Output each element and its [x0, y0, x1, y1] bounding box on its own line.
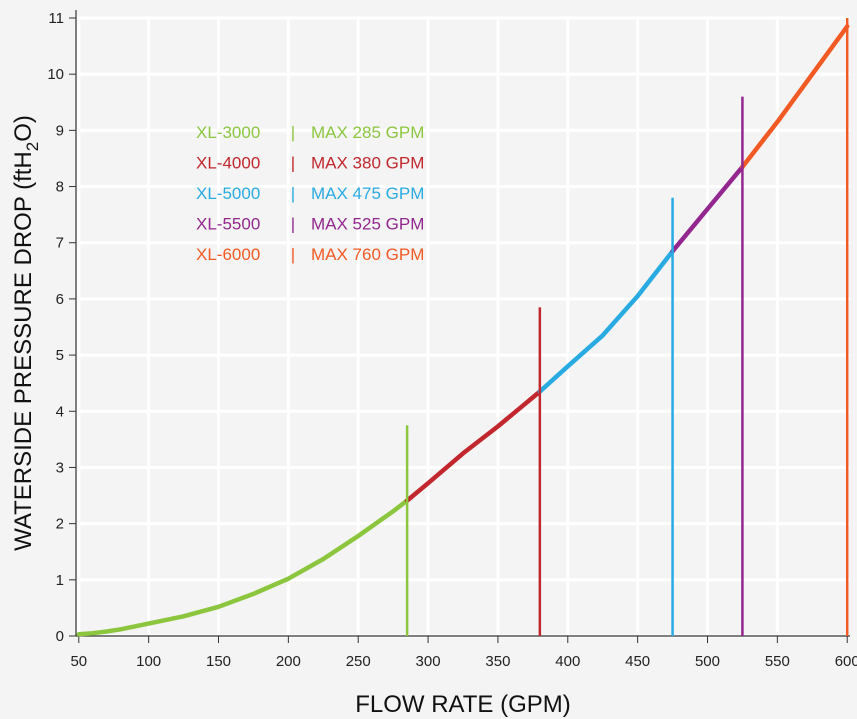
curve-segment-xl-3000	[76, 498, 410, 637]
y-tick-label: 3	[56, 459, 64, 476]
y-axis-title-end: O)	[10, 115, 37, 142]
x-tick-label: 250	[346, 653, 371, 670]
y-tick-label: 0	[56, 628, 64, 645]
y-axis-title: WATERSIDE PRESSURE DROP (ftH2O)	[10, 115, 42, 551]
curve-segment-xl-4000	[404, 389, 543, 503]
y-axis-title-main: WATERSIDE PRESSURE DROP (ftH	[10, 151, 37, 551]
legend-item-separator: |	[291, 184, 295, 203]
legend-item-name: XL-4000	[196, 154, 260, 173]
legend-item-label: MAX 380 GPM	[311, 154, 424, 173]
axis-layer	[69, 10, 850, 643]
x-tick-label: 100	[136, 653, 161, 670]
legend-item-name: XL-6000	[196, 245, 260, 264]
x-tick-label: 150	[206, 653, 231, 670]
x-tick-label: 400	[555, 653, 580, 670]
tick-labels: 0 1 2 3 4 5 6 7 8 9 10 11 50 100 150 200 250 300 350 400 450…	[47, 10, 857, 670]
x-tick-label: 600	[835, 653, 857, 670]
y-axis-title-subscript: 2	[23, 142, 42, 151]
x-axis-title: FLOW RATE (GPM)	[355, 691, 571, 718]
y-tick-label: 10	[47, 66, 64, 83]
legend-item-name: XL-3000	[196, 123, 260, 142]
x-tick-label: 550	[765, 653, 790, 670]
y-tick-label: 11	[48, 10, 64, 27]
y-tick-label: 8	[56, 179, 64, 196]
plot-area	[76, 18, 850, 636]
x-tick-label: 200	[276, 653, 301, 670]
y-tick-label: 6	[56, 291, 64, 308]
legend-item-label: MAX 285 GPM	[311, 123, 424, 142]
grid-layer	[76, 16, 850, 638]
legend-item-name: XL-5500	[196, 215, 260, 234]
x-tick-label: 350	[485, 653, 510, 670]
y-tick-label: 7	[56, 235, 64, 252]
y-tick-label: 9	[56, 122, 64, 139]
legend-item-separator: |	[291, 154, 295, 173]
curve-segment-xl-6000	[740, 24, 850, 170]
y-tick-label: 4	[56, 403, 64, 420]
max-flow-lines	[405, 18, 849, 636]
legend-item-separator: |	[291, 245, 295, 264]
y-tick-label: 1	[56, 572, 64, 589]
curve-segment-xl-5000	[537, 248, 675, 394]
legend-item-label: MAX 525 GPM	[311, 215, 424, 234]
y-tick-label: 2	[56, 516, 64, 533]
curve-layer	[76, 24, 850, 637]
x-tick-label: 300	[416, 653, 441, 670]
legend-item-label: MAX 760 GPM	[311, 245, 424, 264]
x-tick-label: 50	[70, 653, 87, 670]
curve-segment-xl-5500	[670, 164, 745, 254]
legend-item-separator: |	[291, 215, 295, 234]
x-tick-label: 500	[695, 653, 720, 670]
x-tick-label: 450	[625, 653, 650, 670]
legend-item-separator: |	[291, 123, 295, 142]
legend: XL-3000 | MAX 285 GPM XL-4000 | MAX 380 GPM XL…	[196, 123, 424, 264]
legend-item-label: MAX 475 GPM	[311, 184, 424, 203]
legend-item-name: XL-5000	[196, 184, 260, 203]
y-tick-label: 5	[56, 347, 64, 364]
